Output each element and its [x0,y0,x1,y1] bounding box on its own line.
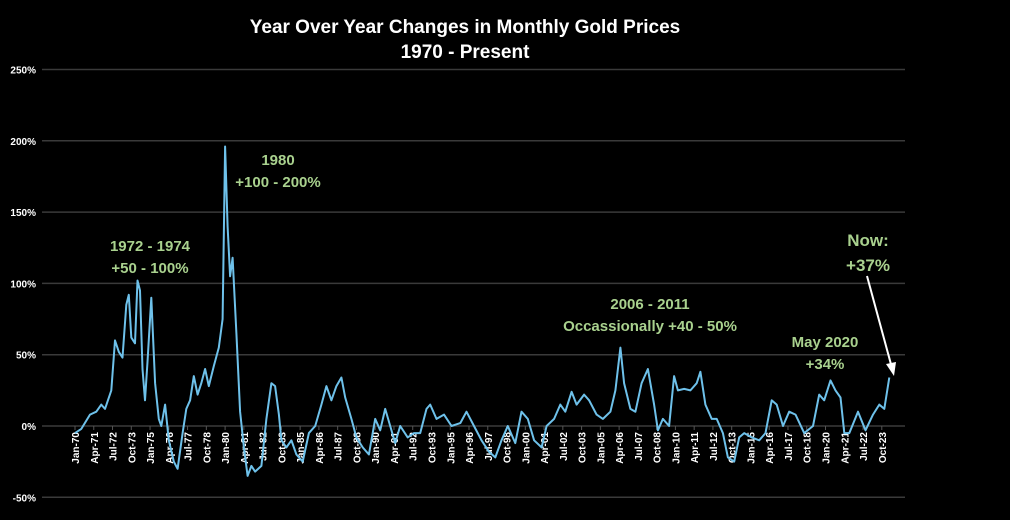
x-tick-label: Oct-13 [728,432,739,464]
y-tick-label: 50% [16,351,36,362]
x-tick-label: Jul-07 [634,432,645,461]
x-tick-label: Apr-91 [390,432,401,464]
annotation-1972-1974: 1972 - 1974 +50 - 100% [75,236,225,280]
y-tick-label: 100% [10,279,36,290]
x-tick-label: Jan-70 [71,432,82,464]
x-tick-label: Jan-00 [521,432,532,464]
x-tick-label: Oct-78 [202,432,213,464]
annotation-line: 1980 [261,152,295,169]
annotation-now: Now: +37% [828,228,908,278]
chart-subtitle: 1970 - Present [400,42,530,63]
x-tick-label: Jul-12 [709,432,720,461]
x-tick-label: Oct-88 [352,432,363,464]
x-tick-label: Jan-10 [671,432,682,464]
y-tick-label: 200% [10,137,36,148]
x-tick-label: Jan-85 [296,432,307,464]
x-tick-label: Jan-15 [746,432,757,464]
x-tick-label: Jul-22 [859,432,870,461]
series-line [74,145,891,477]
x-tick-label: Jan-05 [596,432,607,464]
annotation-line: +100 - 200% [235,174,321,191]
x-tick-label: Apr-21 [840,432,851,464]
annotation-line: Now: [847,231,889,250]
x-tick-label: Oct-83 [277,432,288,464]
chart-title: Year Over Year Changes in Monthly Gold P… [249,17,681,38]
annotation-may-2020: May 2020 +34% [775,332,875,376]
x-tick-label: Apr-86 [315,432,326,464]
y-tick-label: -50% [13,493,36,504]
x-tick-label: Oct-98 [503,432,514,464]
x-tick-label: Oct-23 [878,432,889,464]
now-arrowhead [886,362,896,376]
x-tick-label: Apr-06 [615,432,626,464]
x-tick-label: Oct-03 [578,432,589,464]
x-tick-label: Jul-92 [409,432,420,461]
annotation-line: +50 - 100% [111,260,189,277]
x-tick-label: Jul-17 [784,432,795,461]
x-tick-label: Apr-01 [540,432,551,464]
x-tick-label: Jul-97 [484,432,495,461]
x-tick-label: Oct-18 [803,432,814,464]
annotation-2006-2011: 2006 - 2011 Occassionally +40 - 50% [540,294,760,338]
annotation-line: May 2020 [791,334,859,351]
y-tick-label: 150% [10,208,36,219]
x-tick-label: Apr-96 [465,432,476,464]
annotation-line: 1972 - 1974 [109,238,191,255]
x-tick-label: Oct-73 [127,432,138,464]
now-arrow [866,275,893,369]
annotation-line: 2006 - 2011 [610,296,690,313]
x-tick-label: Oct-08 [653,432,664,464]
x-tick-label: Jan-75 [146,432,157,464]
x-tick-label: Apr-11 [690,432,701,464]
x-tick-label: Apr-16 [765,432,776,464]
annotation-line: Occassionally +40 - 50% [563,318,737,335]
x-tick-label: Apr-81 [240,432,251,464]
x-tick-label: Jul-77 [184,432,195,461]
x-tick-label: Jan-95 [446,432,457,464]
x-tick-label: Jan-90 [371,432,382,464]
x-tick-label: Jul-02 [559,432,570,461]
x-tick-label: Oct-93 [427,432,438,464]
x-tick-label: Jan-80 [221,432,232,464]
y-tick-label: 250% [10,66,36,77]
y-tick-label: 0% [22,422,37,433]
annotation-line: +34% [805,356,845,373]
x-tick-label: Apr-71 [90,432,101,464]
x-tick-label: Jul-87 [334,432,345,461]
x-tick-label: Jan-20 [822,432,833,464]
x-tick-label: Jul-72 [109,432,120,461]
annotation-1980: 1980 +100 - 200% [218,150,338,194]
annotation-line: +37% [846,256,890,275]
